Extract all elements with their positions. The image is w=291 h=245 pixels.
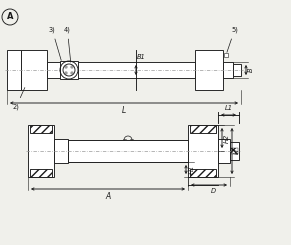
Text: 3): 3): [49, 27, 61, 60]
Bar: [28, 125, 54, 177]
Text: 4): 4): [64, 27, 71, 62]
Bar: [231, 148, 238, 154]
Bar: [65, 66, 67, 68]
Bar: [223, 62, 233, 78]
Bar: [190, 125, 216, 133]
Text: H: H: [234, 148, 240, 154]
Bar: [30, 125, 52, 133]
Text: 5): 5): [227, 27, 238, 52]
Bar: [224, 53, 228, 57]
Bar: [47, 62, 195, 78]
Bar: [233, 64, 241, 76]
Bar: [71, 66, 73, 68]
Bar: [218, 139, 230, 163]
Bar: [68, 140, 188, 162]
Text: B: B: [248, 68, 254, 72]
Bar: [71, 72, 73, 74]
Bar: [54, 139, 68, 163]
Text: B1: B1: [137, 54, 146, 60]
Bar: [30, 169, 52, 177]
Bar: [230, 142, 239, 160]
Bar: [190, 169, 216, 177]
Bar: [65, 72, 67, 74]
Text: H2: H2: [224, 133, 230, 143]
Bar: [195, 50, 223, 90]
Text: 2): 2): [13, 87, 25, 110]
Bar: [7, 50, 21, 90]
Text: L: L: [122, 106, 126, 115]
Bar: [188, 125, 218, 177]
Text: L1: L1: [224, 105, 233, 111]
Bar: [21, 50, 47, 90]
Text: A: A: [105, 192, 111, 201]
Text: D: D: [210, 188, 216, 194]
Bar: [60, 61, 78, 79]
Text: H1: H1: [189, 165, 195, 174]
Text: A: A: [7, 12, 13, 22]
